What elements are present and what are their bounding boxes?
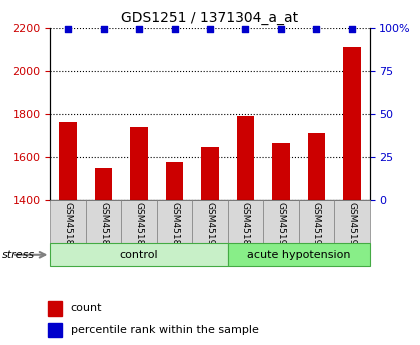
- Bar: [228, 200, 263, 243]
- Bar: [59, 122, 77, 345]
- Bar: [95, 168, 113, 345]
- Text: GSM45187: GSM45187: [134, 202, 144, 252]
- Bar: [299, 200, 334, 243]
- Text: GSM45189: GSM45189: [170, 202, 179, 252]
- Point: [100, 27, 107, 32]
- Point: [349, 27, 355, 32]
- Bar: [263, 200, 299, 243]
- Bar: [50, 200, 86, 243]
- Bar: [130, 127, 148, 345]
- Bar: [48, 323, 63, 337]
- Bar: [165, 162, 184, 345]
- Bar: [228, 243, 370, 266]
- Text: GSM45186: GSM45186: [99, 202, 108, 252]
- Bar: [48, 301, 63, 316]
- Title: GDS1251 / 1371304_a_at: GDS1251 / 1371304_a_at: [121, 11, 299, 25]
- Text: GSM45192: GSM45192: [347, 202, 356, 251]
- Bar: [157, 200, 192, 243]
- Bar: [86, 200, 121, 243]
- Point: [313, 27, 320, 32]
- Bar: [192, 200, 228, 243]
- Text: percentile rank within the sample: percentile rank within the sample: [71, 325, 258, 335]
- Text: GSM45193: GSM45193: [205, 202, 215, 252]
- Point: [207, 27, 213, 32]
- Point: [65, 27, 71, 32]
- Text: acute hypotension: acute hypotension: [247, 250, 350, 260]
- Bar: [334, 200, 370, 243]
- Bar: [343, 47, 361, 345]
- Bar: [50, 243, 228, 266]
- Text: GSM45184: GSM45184: [64, 202, 73, 251]
- Text: count: count: [71, 303, 102, 313]
- Text: GSM45188: GSM45188: [241, 202, 250, 252]
- Point: [242, 27, 249, 32]
- Bar: [272, 143, 290, 345]
- Text: control: control: [120, 250, 158, 260]
- Bar: [236, 116, 255, 345]
- Point: [278, 27, 284, 32]
- Text: GSM45190: GSM45190: [276, 202, 286, 252]
- Text: stress: stress: [2, 250, 35, 259]
- Point: [136, 27, 142, 32]
- Point: [171, 27, 178, 32]
- Bar: [121, 200, 157, 243]
- Text: GSM45191: GSM45191: [312, 202, 321, 252]
- Bar: [307, 133, 325, 345]
- Bar: [201, 147, 219, 345]
